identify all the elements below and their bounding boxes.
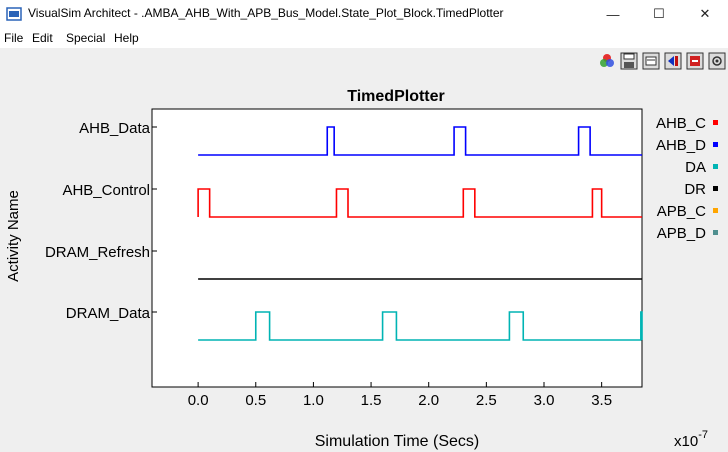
trace-ahb-data: [198, 126, 642, 156]
title-bar: VisualSim Architect - .AMBA_AHB_With_APB…: [0, 0, 728, 28]
x-tick-label: 0.5: [245, 392, 266, 409]
x-tick-label: 2.0: [418, 392, 439, 409]
legend-label: DA: [685, 159, 706, 176]
legend-label: DR: [684, 181, 706, 198]
plot-panel: TimedPlotter AHB_Data AHB_Control DRAM_Ref…: [0, 48, 728, 452]
close-button[interactable]: ✕: [699, 6, 711, 21]
x-scale-note: x10-7: [674, 429, 708, 450]
minimize-button[interactable]: —: [606, 6, 620, 22]
save-icon[interactable]: [620, 52, 638, 70]
legend-label: APB_C: [657, 203, 706, 220]
x-axis-label: Simulation Time (Secs): [315, 433, 480, 450]
legend-swatch: [713, 230, 718, 235]
y-category-label: AHB_Control: [62, 182, 150, 199]
plot-title: TimedPlotter: [347, 88, 445, 105]
maximize-button[interactable]: ☐: [653, 6, 665, 21]
legend-swatch: [713, 208, 718, 213]
x-tick-label: 1.0: [303, 392, 324, 409]
menu-bar: File Edit Special Help: [0, 28, 728, 48]
legend-swatch: [713, 142, 718, 147]
legend-label: APB_D: [657, 225, 706, 242]
print-icon[interactable]: [642, 52, 660, 70]
x-tick-label: 0.0: [188, 392, 209, 409]
y-category-label: AHB_Data: [79, 120, 151, 137]
y-category-label: DRAM_Refresh: [45, 244, 150, 261]
x-tick-label: 3.5: [591, 392, 612, 409]
color-palette-icon[interactable]: [598, 52, 616, 70]
y-axis-label: Activity Name: [5, 190, 22, 282]
legend-label: AHB_D: [656, 137, 706, 154]
menu-help[interactable]: Help: [114, 31, 139, 45]
trace-ahb-control: [197, 188, 642, 218]
trace-dram-data: [198, 311, 643, 341]
legend-swatch: [713, 164, 718, 169]
legend-swatch: [713, 186, 718, 191]
menu-special[interactable]: Special: [66, 31, 106, 45]
plot-area: [151, 108, 643, 388]
x-tick-label: 3.0: [534, 392, 555, 409]
legend-label: AHB_C: [656, 115, 706, 132]
x-tick-label: 1.5: [361, 392, 382, 409]
y-category-label: DRAM_Data: [66, 305, 151, 322]
zoom-in-icon[interactable]: [686, 52, 704, 70]
app-icon: [6, 7, 22, 21]
settings-icon[interactable]: [708, 52, 726, 70]
legend-swatch: [713, 120, 718, 125]
window-title: VisualSim Architect - .AMBA_AHB_With_APB…: [28, 6, 504, 20]
timed-plot: TimedPlotter AHB_Data AHB_Control DRAM_Ref…: [5, 88, 718, 450]
x-tick-label: 2.5: [476, 392, 497, 409]
zoom-fit-icon[interactable]: [664, 52, 682, 70]
menu-file[interactable]: File: [4, 31, 24, 45]
menu-edit[interactable]: Edit: [32, 31, 53, 45]
